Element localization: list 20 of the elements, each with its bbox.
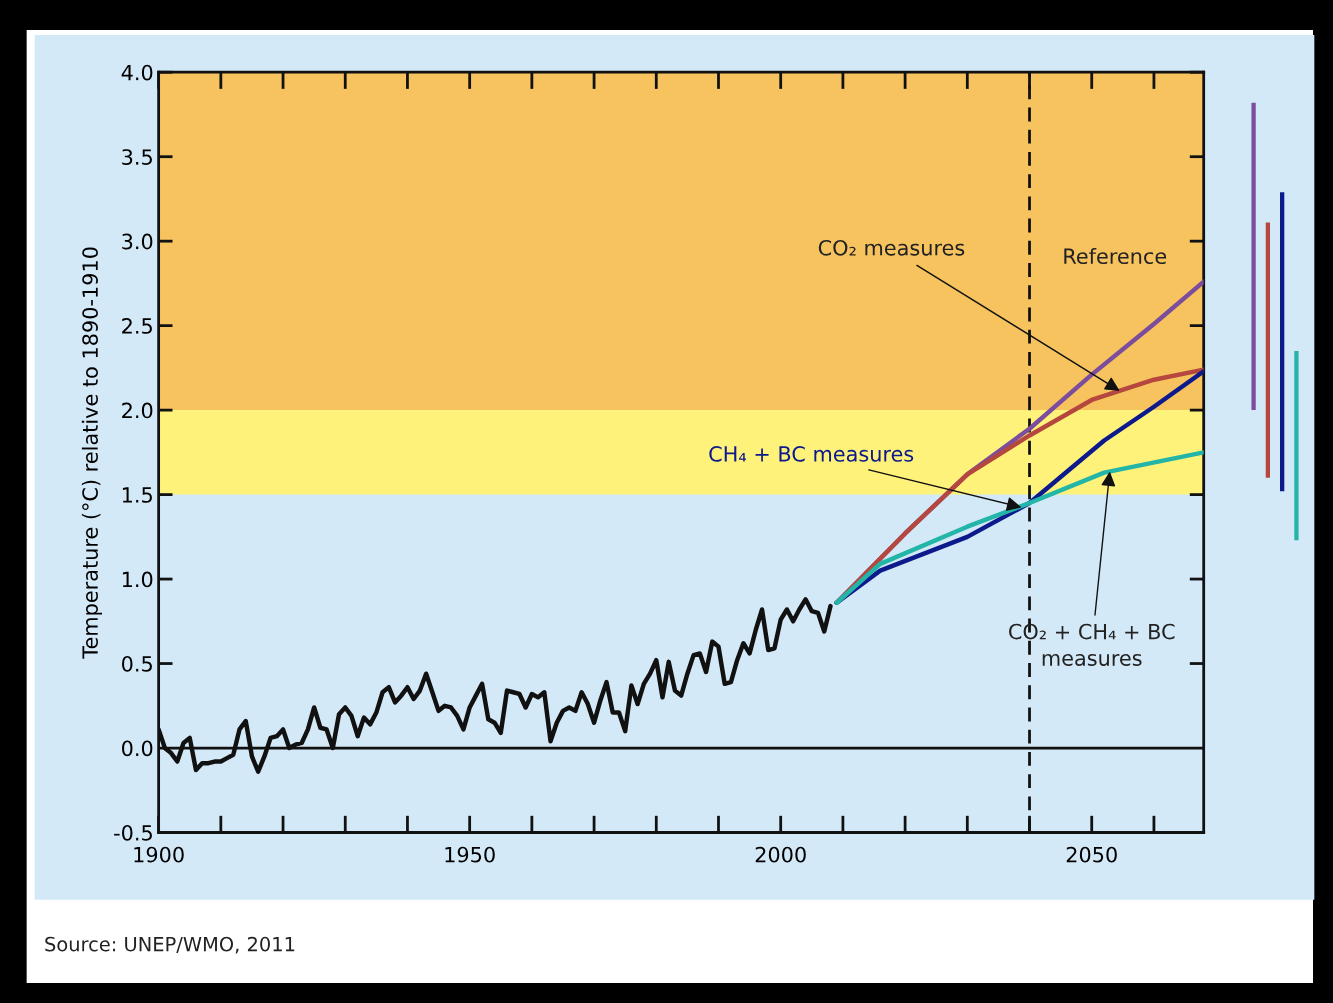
y-axis-title: Temperature (°C) relative to 1890-1910	[81, 247, 103, 659]
y-tick-label: 3.0	[122, 233, 153, 250]
x-tick-label: 2000	[755, 846, 806, 863]
source-note: Source: UNEP/WMO, 2011	[45, 936, 295, 954]
y-tick-label: 0.5	[122, 655, 152, 672]
y-tick-label: 3.5	[122, 149, 152, 165]
y-tick-label: 2.5	[122, 318, 152, 334]
text: CO₂ measures	[818, 239, 965, 256]
text: CO₂ + CH₄ + BC measures	[1009, 623, 1175, 666]
y-tick-label: 1.5	[122, 487, 152, 503]
y-tick-label: 2.0	[122, 402, 153, 419]
y-tick-label: 1.0	[122, 571, 153, 588]
y-tick-label: 4.0	[121, 64, 153, 81]
y-tick-label: 0.0	[122, 740, 153, 757]
x-tick-label: 1950	[445, 846, 495, 863]
x-tick-label: 1900	[134, 846, 184, 863]
x-tick-label: 2050	[1066, 846, 1117, 863]
y-tick-label: -0.5	[114, 824, 152, 841]
series-label: Reference	[1064, 247, 1167, 265]
text: CH₄ + BC measures	[709, 446, 914, 462]
